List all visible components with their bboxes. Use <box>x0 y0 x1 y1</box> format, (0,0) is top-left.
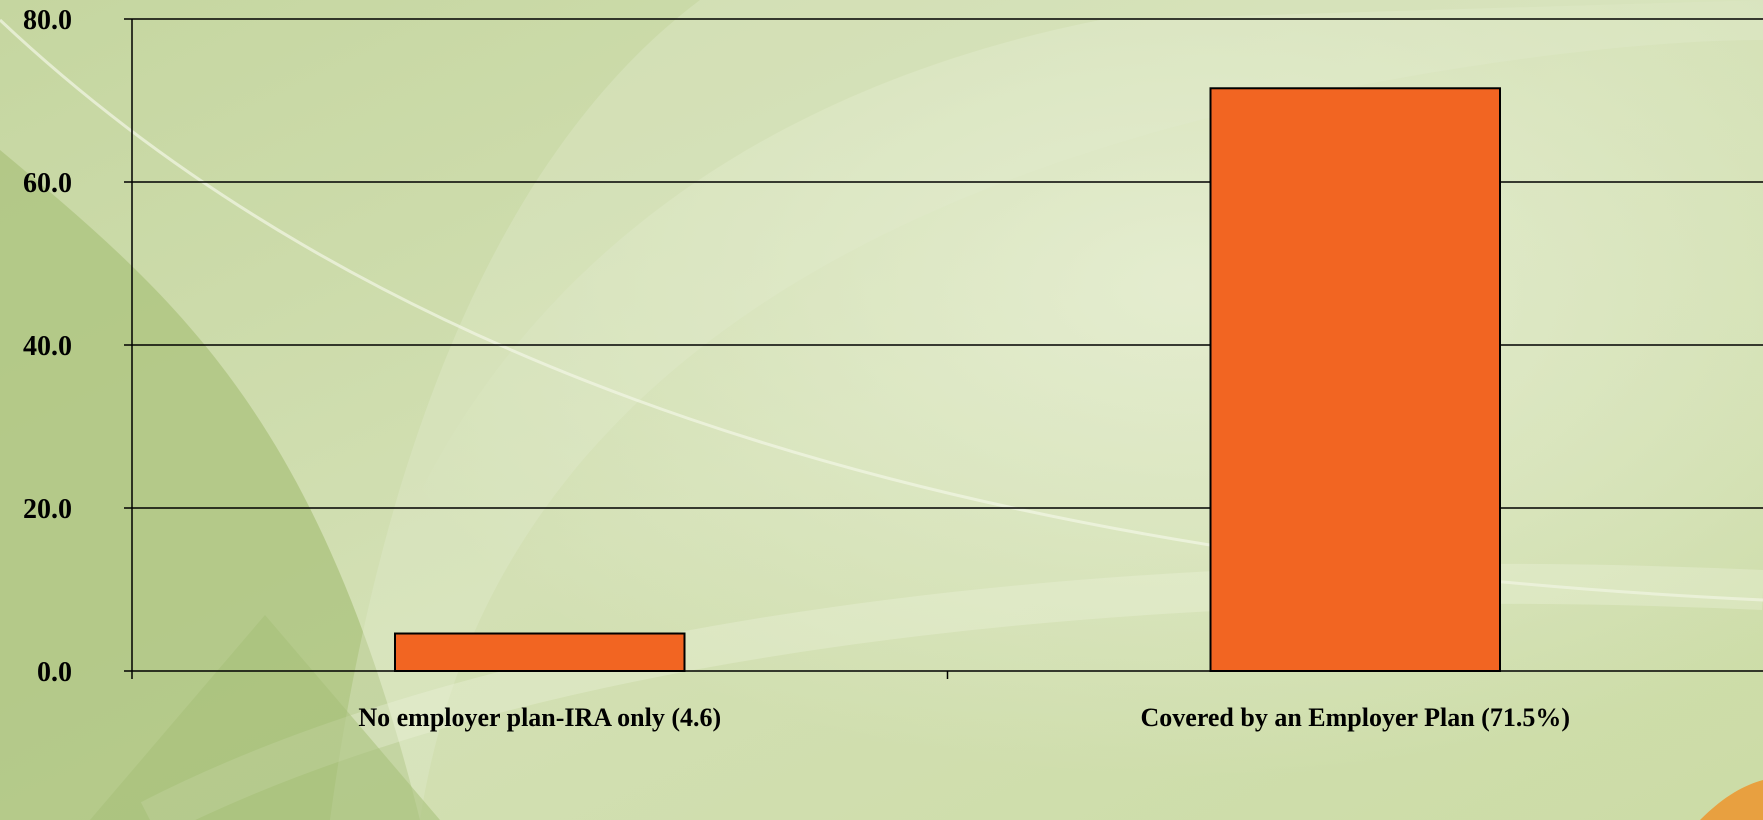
bar <box>1209 87 1502 672</box>
gridlines <box>132 18 1763 509</box>
y-tick-label: 80.0 <box>23 5 72 36</box>
x-category-label: Covered by an Employer Plan (71.5%) <box>1141 703 1570 732</box>
y-tick-label: 0.0 <box>37 657 72 688</box>
y-tick-label: 40.0 <box>23 331 72 362</box>
y-tick-label: 60.0 <box>23 168 72 199</box>
x-category-label: No employer plan-IRA only (4.6) <box>358 703 721 732</box>
bar <box>393 632 686 673</box>
bars <box>393 87 1502 673</box>
category-labels: No employer plan-IRA only (4.6) Covered b… <box>358 703 1570 732</box>
axes <box>124 18 1763 679</box>
y-tick-label: 20.0 <box>23 494 72 525</box>
y-tick-labels: 0.0 20.0 40.0 60.0 80.0 <box>23 5 72 688</box>
